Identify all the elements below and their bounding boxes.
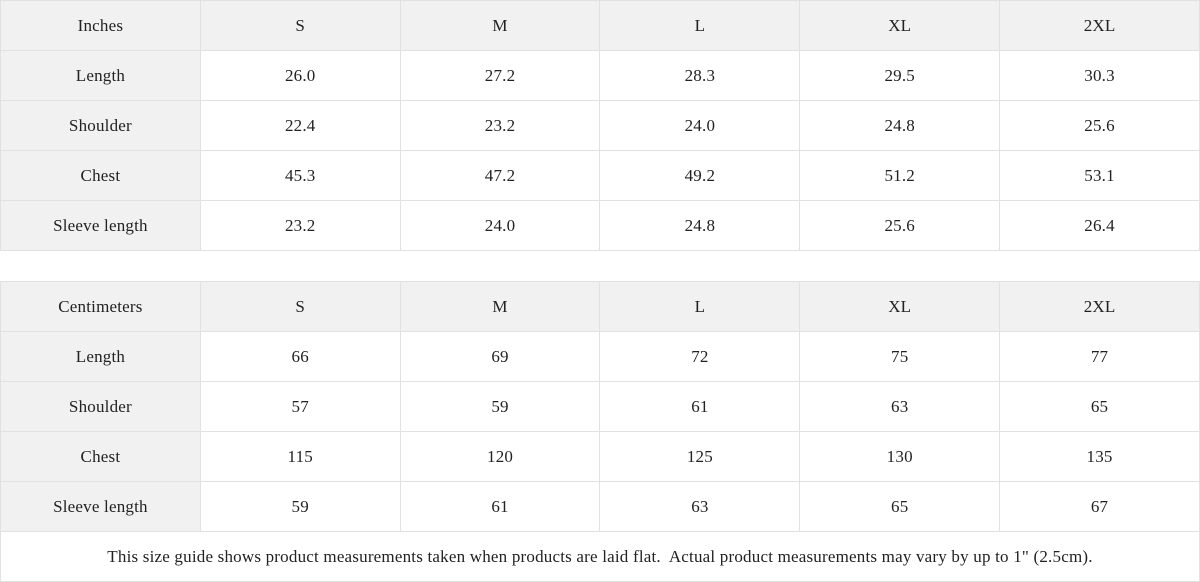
data-cell: 63 xyxy=(799,381,1001,432)
centimeters-size-header-m: M xyxy=(399,281,601,332)
table-row-length: Length 66 69 72 75 77 xyxy=(0,331,1200,382)
data-cell: 25.6 xyxy=(999,100,1200,151)
data-cell: 23.2 xyxy=(399,100,601,151)
data-cell: 69 xyxy=(399,331,601,382)
data-cell: 29.5 xyxy=(799,50,1001,101)
data-cell: 45.3 xyxy=(199,150,401,201)
data-cell: 51.2 xyxy=(799,150,1001,201)
centimeters-size-header-s: S xyxy=(199,281,401,332)
data-cell: 28.3 xyxy=(599,50,801,101)
data-cell: 57 xyxy=(199,381,401,432)
inches-size-header-xl: XL xyxy=(799,0,1001,51)
row-label: Chest xyxy=(0,150,201,201)
data-cell: 49.2 xyxy=(599,150,801,201)
data-cell: 24.0 xyxy=(399,200,601,251)
inches-size-header-s: S xyxy=(199,0,401,51)
data-cell: 22.4 xyxy=(199,100,401,151)
table-row-length: Length 26.0 27.2 28.3 29.5 30.3 xyxy=(0,50,1200,101)
data-cell: 27.2 xyxy=(399,50,601,101)
data-cell: 59 xyxy=(199,481,401,532)
centimeters-size-header-l: L xyxy=(599,281,801,332)
row-label: Chest xyxy=(0,431,201,482)
table-gap xyxy=(0,251,1200,281)
row-label: Length xyxy=(0,50,201,101)
row-label: Sleeve length xyxy=(0,481,201,532)
footnote-row: This size guide shows product measuremen… xyxy=(0,531,1200,582)
row-label: Shoulder xyxy=(0,100,201,151)
data-cell: 61 xyxy=(399,481,601,532)
data-cell: 135 xyxy=(999,431,1200,482)
data-cell: 24.0 xyxy=(599,100,801,151)
data-cell: 24.8 xyxy=(599,200,801,251)
inches-size-header-m: M xyxy=(399,0,601,51)
data-cell: 77 xyxy=(999,331,1200,382)
data-cell: 24.8 xyxy=(799,100,1001,151)
data-cell: 63 xyxy=(599,481,801,532)
data-cell: 61 xyxy=(599,381,801,432)
inches-table: Inches S M L XL 2XL Length 26.0 27.2 28.… xyxy=(0,0,1200,251)
data-cell: 67 xyxy=(999,481,1200,532)
data-cell: 115 xyxy=(199,431,401,482)
data-cell: 65 xyxy=(799,481,1001,532)
inches-size-header-l: L xyxy=(599,0,801,51)
data-cell: 65 xyxy=(999,381,1200,432)
data-cell: 30.3 xyxy=(999,50,1200,101)
table-row-sleeve-length: Sleeve length 59 61 63 65 67 xyxy=(0,481,1200,532)
centimeters-size-header-2xl: 2XL xyxy=(999,281,1200,332)
data-cell: 53.1 xyxy=(999,150,1200,201)
data-cell: 75 xyxy=(799,331,1001,382)
data-cell: 23.2 xyxy=(199,200,401,251)
table-row-shoulder: Shoulder 57 59 61 63 65 xyxy=(0,381,1200,432)
centimeters-unit-header-cell: Centimeters xyxy=(0,281,201,332)
table-row-chest: Chest 115 120 125 130 135 xyxy=(0,431,1200,482)
centimeters-header-row: Centimeters S M L XL 2XL xyxy=(0,281,1200,332)
centimeters-table: Centimeters S M L XL 2XL Length 66 69 72… xyxy=(0,281,1200,582)
data-cell: 47.2 xyxy=(399,150,601,201)
data-cell: 120 xyxy=(399,431,601,482)
data-cell: 66 xyxy=(199,331,401,382)
centimeters-size-header-xl: XL xyxy=(799,281,1001,332)
data-cell: 25.6 xyxy=(799,200,1001,251)
data-cell: 59 xyxy=(399,381,601,432)
data-cell: 130 xyxy=(799,431,1001,482)
table-row-chest: Chest 45.3 47.2 49.2 51.2 53.1 xyxy=(0,150,1200,201)
table-row-shoulder: Shoulder 22.4 23.2 24.0 24.8 25.6 xyxy=(0,100,1200,151)
table-row-sleeve-length: Sleeve length 23.2 24.0 24.8 25.6 26.4 xyxy=(0,200,1200,251)
inches-size-header-2xl: 2XL xyxy=(999,0,1200,51)
data-cell: 125 xyxy=(599,431,801,482)
data-cell: 72 xyxy=(599,331,801,382)
row-label: Shoulder xyxy=(0,381,201,432)
data-cell: 26.4 xyxy=(999,200,1200,251)
row-label: Length xyxy=(0,331,201,382)
inches-unit-header-cell: Inches xyxy=(0,0,201,51)
size-guide-note: This size guide shows product measuremen… xyxy=(0,531,1200,582)
row-label: Sleeve length xyxy=(0,200,201,251)
data-cell: 26.0 xyxy=(199,50,401,101)
inches-header-row: Inches S M L XL 2XL xyxy=(0,0,1200,51)
